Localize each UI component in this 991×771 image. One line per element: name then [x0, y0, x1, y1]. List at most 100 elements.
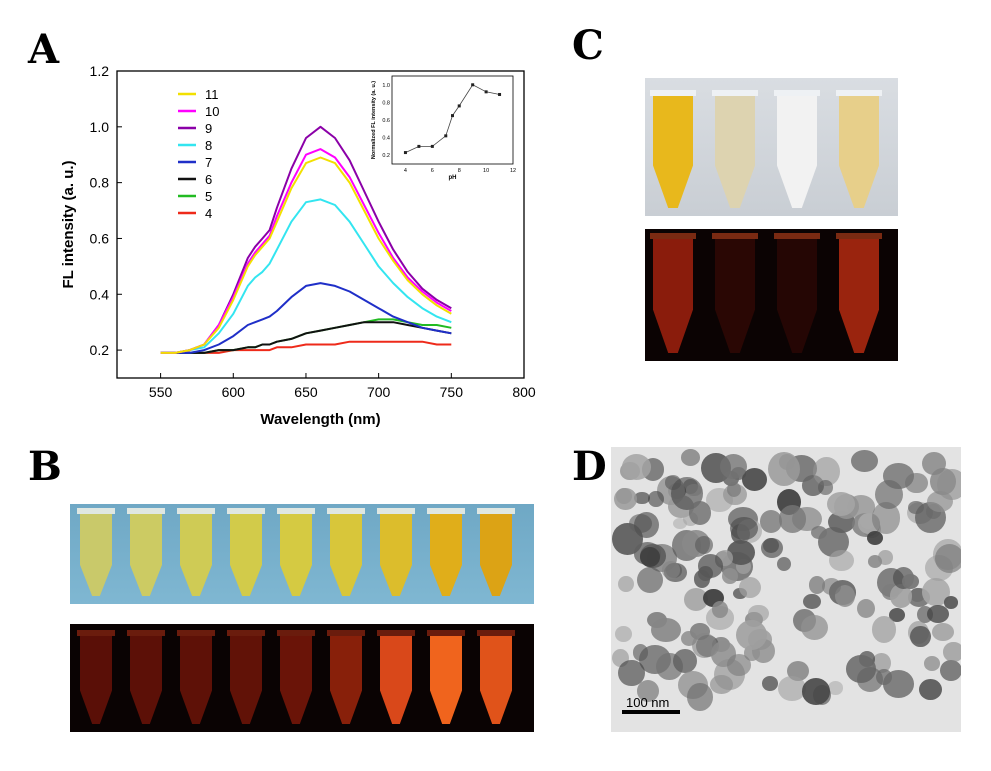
tube-b-fluor [180, 636, 212, 724]
tube-cap [477, 630, 515, 636]
tube-b-daylight [130, 514, 162, 596]
nanoparticle [693, 569, 711, 588]
nanoparticle [878, 549, 893, 565]
series-line-6 [160, 321, 452, 354]
nanoparticle [762, 676, 779, 692]
series-line-10 [160, 148, 452, 354]
nanoparticle [648, 490, 664, 508]
x-tick-label: 800 [512, 384, 536, 400]
tube-c-fluor [653, 239, 693, 353]
inset-x-axis-title: pH [449, 175, 457, 181]
tube-cap [377, 630, 415, 636]
inset-point [430, 144, 434, 148]
scale-bar [622, 710, 680, 714]
nanoparticle [818, 480, 833, 495]
y-tick-label: 0.8 [90, 175, 110, 191]
nanoparticle [935, 543, 961, 573]
nanoparticle [827, 681, 844, 696]
legend-label-11: 11 [205, 87, 219, 102]
tube-cap [427, 508, 465, 514]
nanoparticle [760, 537, 784, 559]
panel-label-c: C [572, 22, 604, 69]
inset-y-tick-label: 1.0 [382, 83, 390, 89]
tube-b-fluor [480, 636, 512, 724]
nanoparticle [615, 626, 632, 643]
nanoparticle [778, 675, 806, 702]
y-axis-title: FL intensity (a. u.) [60, 160, 77, 288]
tube-b-daylight [280, 514, 312, 596]
series-line-11 [160, 156, 452, 354]
nanoparticle [936, 468, 961, 501]
tube-cap [127, 630, 165, 636]
tube-cap [712, 233, 758, 239]
tube-cap [650, 233, 696, 239]
tube-b-fluor [280, 636, 312, 724]
nanoparticle [680, 631, 697, 647]
nanoparticle [618, 575, 634, 593]
nanoparticle [924, 656, 941, 671]
panel-label-a: A [28, 26, 60, 73]
nanoparticle [943, 642, 961, 662]
legend-label-7: 7 [205, 155, 212, 170]
nanoparticle [856, 599, 875, 619]
tube-b-daylight [230, 514, 262, 596]
nanoparticle [826, 492, 855, 517]
tube-cap [227, 508, 265, 514]
nanoparticle [741, 467, 767, 491]
inset-frame [391, 75, 514, 165]
nanoparticle [726, 481, 741, 498]
nanoparticle [875, 479, 904, 509]
inset-x-tick-label: 4 [404, 168, 407, 174]
nanoparticle [803, 593, 822, 610]
nanoparticle [614, 487, 637, 510]
tube-photo-fluorescence-c [645, 229, 898, 361]
nanoparticle [776, 557, 791, 571]
nanoparticle [661, 561, 681, 580]
nanoparticle [760, 510, 783, 533]
x-tick-label: 550 [149, 384, 173, 400]
nanoparticle [939, 659, 961, 681]
inset-y-tick-label: 0.6 [382, 118, 390, 124]
inset-point [457, 104, 461, 108]
nanoparticle [786, 660, 809, 681]
tube-cap [277, 630, 315, 636]
inset-x-tick-label: 6 [431, 168, 434, 174]
nanoparticle [639, 547, 661, 568]
tube-c-fluor [839, 239, 879, 353]
tube-cap [227, 630, 265, 636]
y-tick-label: 0.2 [90, 342, 110, 358]
tube-cap [377, 508, 415, 514]
legend-label-10: 10 [205, 104, 219, 119]
tube-b-daylight [330, 514, 362, 596]
nanoparticle [735, 620, 768, 651]
tube-b-daylight [80, 514, 112, 596]
tube-cap [427, 630, 465, 636]
nanoparticle [689, 501, 712, 525]
inset-x-tick-label: 10 [483, 168, 489, 174]
nanoparticle [889, 584, 913, 609]
tube-cap [177, 630, 215, 636]
tube-b-daylight [180, 514, 212, 596]
tube-b-fluor [230, 636, 262, 724]
tube-cap [77, 630, 115, 636]
nanoparticle [621, 454, 651, 480]
inset-point [484, 90, 488, 94]
y-tick-label: 1.0 [90, 119, 110, 135]
legend-label-4: 4 [205, 206, 212, 221]
nanoparticle [618, 659, 645, 687]
x-tick-label: 650 [294, 384, 318, 400]
series-line-7 [160, 282, 452, 354]
x-tick-label: 750 [440, 384, 464, 400]
inset-point [444, 134, 448, 138]
tube-photo-daylight-b [70, 504, 534, 604]
tube-b-daylight [380, 514, 412, 596]
nanoparticle [778, 504, 807, 533]
tube-cap [836, 90, 882, 96]
nanoparticle [851, 450, 878, 473]
nanoparticle [918, 678, 942, 701]
inset-background [366, 72, 519, 184]
y-tick-label: 1.2 [90, 63, 110, 79]
nanoparticle [632, 643, 649, 662]
nanoparticle [768, 451, 800, 486]
tube-cap [836, 233, 882, 239]
